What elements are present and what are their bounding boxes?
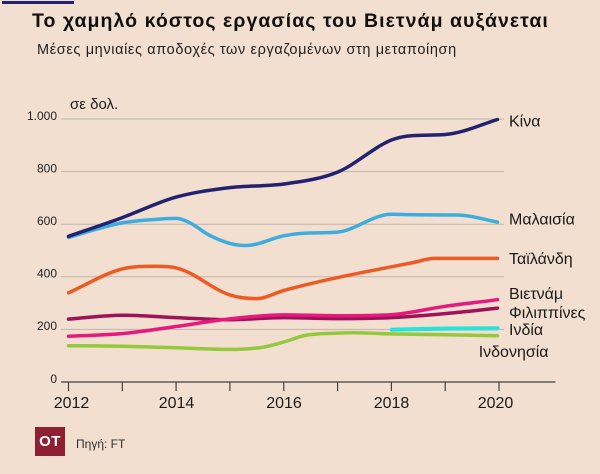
- svg-text:1.000: 1.000: [27, 109, 57, 123]
- svg-text:Ινδία: Ινδία: [509, 322, 543, 339]
- svg-text:2016: 2016: [266, 395, 302, 412]
- svg-text:Κίνα: Κίνα: [509, 114, 540, 131]
- svg-text:Ταϊλάνδη: Ταϊλάνδη: [509, 251, 573, 268]
- svg-text:2012: 2012: [54, 395, 90, 412]
- svg-text:2014: 2014: [159, 395, 195, 412]
- svg-text:Ινδονησία: Ινδονησία: [479, 344, 549, 361]
- svg-text:400: 400: [37, 267, 57, 281]
- svg-text:Φιλιππίνες: Φιλιππίνες: [509, 305, 586, 322]
- svg-text:600: 600: [37, 214, 57, 228]
- svg-text:2018: 2018: [374, 395, 410, 412]
- svg-text:0: 0: [50, 372, 57, 386]
- svg-text:2020: 2020: [478, 395, 514, 412]
- svg-text:800: 800: [37, 161, 57, 175]
- svg-text:Βιετνάμ: Βιετνάμ: [509, 286, 563, 303]
- svg-text:Μαλαισία: Μαλαισία: [509, 212, 575, 229]
- svg-text:σε δολ.: σε δολ.: [70, 96, 118, 113]
- svg-text:200: 200: [37, 319, 57, 333]
